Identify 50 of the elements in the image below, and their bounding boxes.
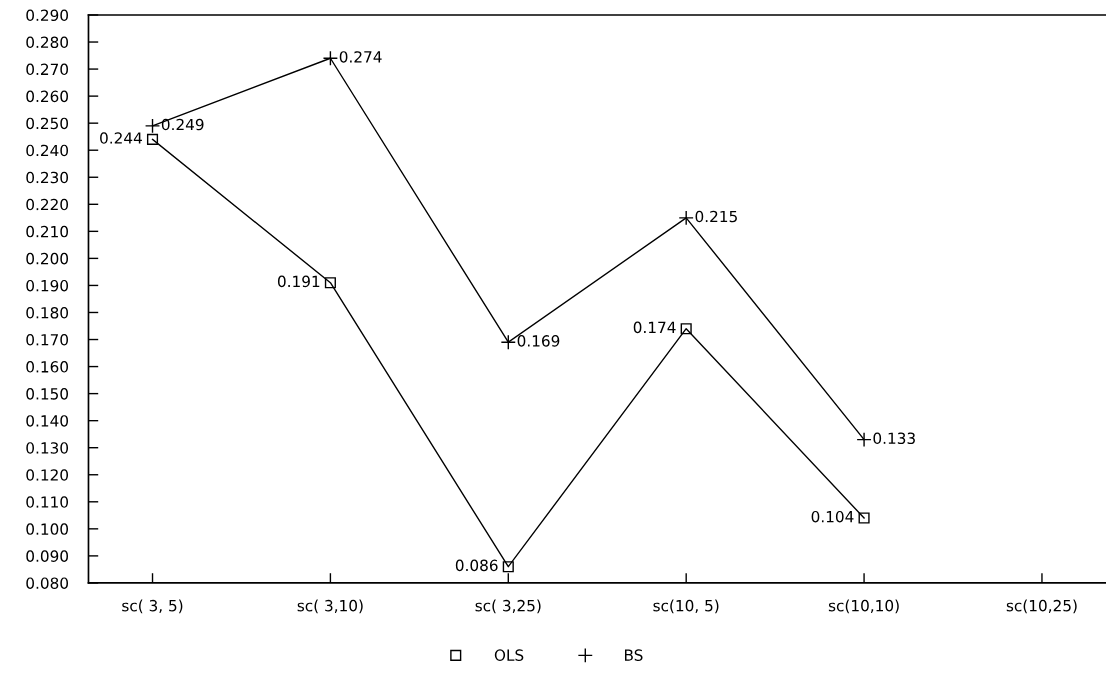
y-tick-label: 0.260	[26, 90, 69, 103]
y-tick-label: 0.140	[26, 415, 69, 427]
y-tick-label: 0.100	[26, 523, 69, 535]
x-tick-label: sc( 3, 5)	[122, 599, 183, 614]
point	[144, 118, 161, 134]
point	[502, 561, 514, 573]
y-tick-label: 0.250	[26, 117, 69, 130]
y-tick-label: 0.110	[26, 496, 69, 508]
legend-label: OLS	[494, 649, 524, 661]
x-tick-label: sc( 3,10)	[297, 599, 363, 614]
y-tick-label: 0.200	[26, 252, 69, 265]
data-label: 0.244	[100, 132, 142, 144]
point	[322, 50, 339, 66]
y-tick-label: 0.240	[26, 144, 69, 157]
point	[856, 431, 872, 448]
y-tick-label: 0.190	[26, 279, 69, 292]
data-label: 0.215	[695, 210, 737, 223]
point	[678, 210, 694, 226]
y-tick-label: 0.080	[26, 577, 69, 589]
point	[680, 323, 692, 335]
y-tick-label: 0.160	[26, 361, 69, 373]
point	[324, 277, 336, 289]
y-tick-label: 0.130	[26, 442, 69, 454]
y-tick-label: 0.150	[26, 388, 69, 400]
y-tick-label: 0.170	[26, 333, 69, 346]
y-tick-label: 0.270	[26, 63, 69, 76]
legend-label: BS	[624, 649, 643, 661]
x-tick-label: sc(10,10)	[828, 599, 899, 614]
x-tick-label: sc( 3,25)	[475, 599, 541, 614]
y-tick-label: 0.230	[26, 171, 69, 184]
data-label: 0.174	[633, 321, 676, 334]
y-tick-label: 0.290	[26, 9, 69, 21]
y-tick-label: 0.180	[26, 306, 69, 319]
point	[858, 512, 870, 524]
y-tick-label: 0.280	[26, 36, 69, 49]
y-tick-label: 0.210	[26, 225, 69, 238]
y-tick-label: 0.220	[26, 198, 69, 211]
data-label: 0.086	[455, 559, 498, 572]
point	[146, 133, 159, 145]
data-label: 0.191	[277, 275, 320, 288]
point	[500, 334, 516, 350]
data-label: 0.104	[811, 510, 854, 523]
data-label: 0.274	[339, 51, 382, 63]
y-tick-label: 0.090	[26, 550, 69, 562]
data-label: 0.249	[161, 118, 204, 131]
x-tick-label: sc(10,25)	[1006, 599, 1077, 614]
y-tick-label: 0.120	[26, 469, 69, 481]
data-label: 0.133	[873, 432, 915, 445]
x-tick-label: sc(10, 5)	[653, 599, 719, 614]
data-label: 0.169	[517, 335, 560, 347]
